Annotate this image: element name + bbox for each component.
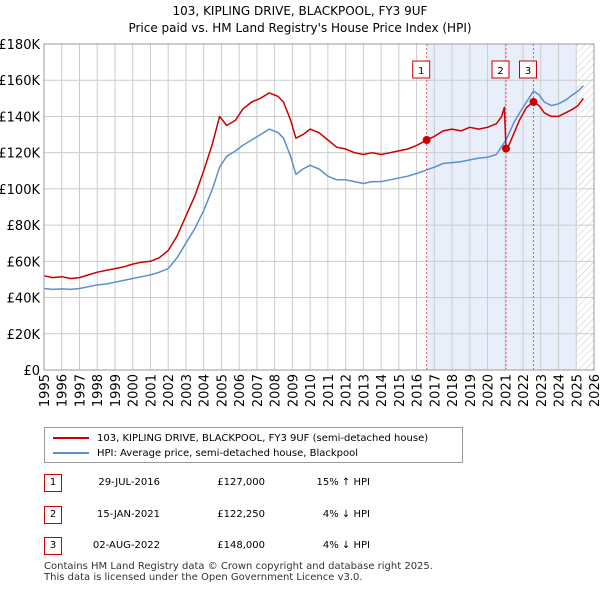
transaction-row: 3 02-AUG-2022 £148,000 4% ↓ HPI	[0, 537, 600, 555]
x-tick-label: 2001	[144, 374, 159, 407]
sale-marker-border	[491, 60, 510, 79]
sale-marker-label: 2	[497, 66, 503, 77]
transaction-marker: 2	[44, 506, 62, 524]
sale-marker-border	[519, 60, 537, 79]
x-tick-label: 2020	[482, 374, 497, 407]
y-tick-label: £20K	[7, 328, 41, 343]
transaction-row: 1 29-JUL-2016 £127,000 15% ↑ HPI	[0, 474, 600, 492]
y-tick-label: £180K	[0, 38, 40, 53]
x-tick-label: 2014	[375, 374, 390, 407]
x-tick-label: 2017	[428, 374, 443, 407]
transaction-price: £127,000	[217, 477, 265, 488]
transaction-marker: 1	[44, 474, 62, 492]
legend-item-hpi: HPI: Average price, semi-detached house,…	[53, 446, 358, 460]
legend-swatch-property	[53, 437, 89, 439]
x-tick-label: 2018	[446, 374, 461, 407]
x-tick-label: 2019	[464, 374, 479, 407]
hpi-line	[43, 85, 584, 291]
x-tick-label: 2006	[233, 374, 248, 407]
price-chart: £0 £20K £40K £60K £80K £100K £120K £140K £160K £1…	[0, 38, 600, 407]
legend-swatch-hpi	[53, 452, 89, 454]
transaction-row: 2 15-JAN-2021 £122,250 4% ↓ HPI	[0, 506, 600, 524]
sale-point	[529, 97, 538, 106]
footer-copyright: Contains HM Land Registry data © Crown c…	[44, 561, 433, 572]
x-tick-label: 1995	[38, 374, 53, 407]
transaction-date: 29-JUL-2016	[98, 477, 160, 488]
x-tick-label: 1998	[91, 374, 106, 407]
footer-license: This data is licensed under the Open Gov…	[44, 572, 363, 583]
chart-title: 103, KIPLING DRIVE, BLACKPOOL, FY3 9UF	[172, 4, 428, 18]
sale-point	[422, 135, 431, 144]
legend-label-hpi: HPI: Average price, semi-detached house,…	[97, 447, 359, 459]
transaction-marker: 3	[44, 537, 62, 555]
transaction-date: 02-AUG-2022	[92, 540, 160, 551]
sale-marker-box: 3	[519, 60, 537, 79]
y-tick-label: £100K	[0, 183, 40, 198]
y-tick-label: £80K	[7, 219, 41, 234]
x-tick-label: 2026	[588, 374, 600, 407]
x-tick-label: 2007	[251, 374, 266, 407]
property-price-line	[43, 92, 585, 280]
transaction-price: £122,250	[217, 509, 265, 520]
shaded-period	[426, 44, 577, 370]
chart-legend: 103, KIPLING DRIVE, BLACKPOOL, FY3 9UF (…	[44, 427, 463, 463]
x-tick-label: 2022	[517, 374, 532, 407]
x-tick-label: 1996	[56, 374, 71, 407]
transaction-price: £148,000	[217, 540, 265, 551]
y-tick-label: £0	[23, 364, 40, 379]
sale-point	[502, 144, 510, 153]
chart-subtitle: Price paid vs. HM Land Registry's House …	[128, 21, 472, 35]
x-tick-label: 2003	[180, 374, 195, 407]
x-tick-label: 2005	[215, 374, 230, 407]
transaction-hpi-diff: 4% ↓ HPI	[322, 509, 370, 520]
x-tick-label: 1997	[73, 374, 88, 407]
y-tick-label: £120K	[0, 147, 40, 162]
y-tick-label: £160K	[0, 74, 40, 89]
sale-marker-box: 1	[412, 60, 431, 79]
y-tick-label: £40K	[7, 292, 41, 307]
y-tick-label: £140K	[0, 110, 40, 125]
transaction-date: 15-JAN-2021	[96, 509, 160, 520]
x-tick-label: 2021	[499, 374, 514, 407]
transaction-hpi-diff: 15% ↑ HPI	[316, 477, 370, 488]
transaction-hpi-diff: 4% ↓ HPI	[322, 540, 370, 551]
x-tick-label: 1999	[109, 374, 124, 407]
x-tick-label: 2002	[162, 374, 177, 407]
x-tick-label: 2016	[411, 374, 426, 407]
legend-item-property: 103, KIPLING DRIVE, BLACKPOOL, FY3 9UF (…	[53, 431, 428, 445]
x-tick-label: 2000	[127, 374, 142, 407]
x-tick-label: 2008	[269, 374, 284, 407]
sale-marker-box: 2	[491, 60, 510, 79]
y-tick-label: £60K	[7, 255, 41, 270]
x-tick-label: 2012	[340, 374, 355, 407]
sale-marker-border	[412, 60, 431, 79]
x-tick-label: 2015	[393, 374, 408, 407]
x-tick-label: 2009	[286, 374, 301, 407]
forecast-hatch	[576, 44, 594, 370]
x-tick-label: 2024	[553, 374, 568, 407]
sale-marker-label: 3	[525, 66, 531, 77]
footer-attribution: Contains HM Land Registry data © Crown c…	[44, 561, 433, 583]
plot-frame	[43, 43, 595, 371]
x-tick-label: 2004	[198, 374, 213, 407]
x-tick-label: 2010	[304, 374, 319, 407]
x-tick-label: 2025	[570, 374, 585, 407]
sale-marker-label: 1	[418, 66, 424, 77]
x-tick-label: 2011	[322, 374, 337, 407]
legend-label-property: 103, KIPLING DRIVE, BLACKPOOL, FY3 9UF (…	[97, 432, 429, 444]
x-tick-label: 2013	[357, 374, 372, 407]
x-tick-label: 2023	[535, 374, 550, 407]
